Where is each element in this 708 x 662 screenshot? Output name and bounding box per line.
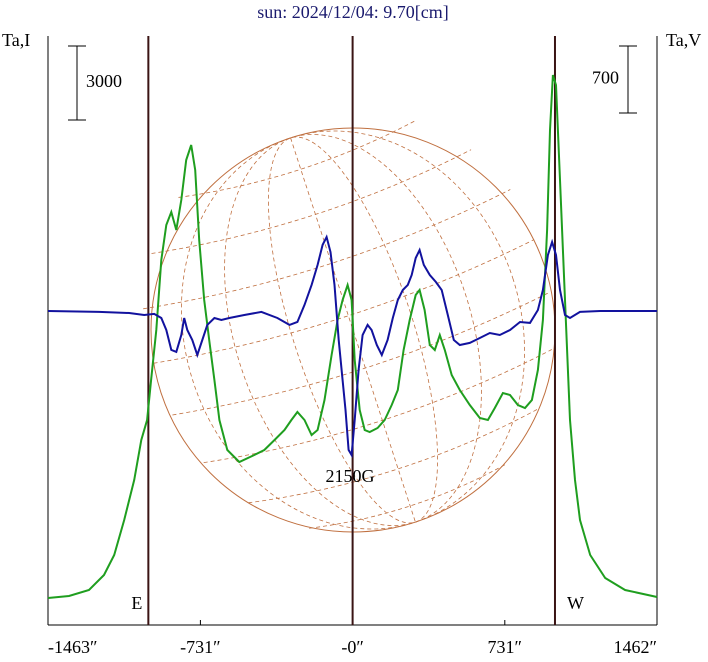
x-tick-label: -0″ <box>341 637 364 657</box>
meridian <box>181 130 525 530</box>
annotation: 2150G <box>326 466 375 486</box>
x-tick-label: -1463″ <box>48 637 98 657</box>
meridian <box>224 134 482 526</box>
y-axis-label: Ta,I <box>2 30 30 50</box>
scale-bar-i-label: 3000 <box>86 71 122 91</box>
x-tick-label: 731″ <box>488 637 523 657</box>
meridian <box>268 136 438 524</box>
sun-grid <box>143 119 552 530</box>
reference-label: W <box>567 593 584 613</box>
scale-bar-v-label: 700 <box>592 68 619 88</box>
parallel <box>143 189 511 310</box>
parallel <box>248 407 540 504</box>
parallel <box>203 349 552 464</box>
x-tick-label: -731″ <box>180 637 221 657</box>
chart-title: sun: 2024/12/04: 9.70[cm] <box>257 2 449 22</box>
parallel <box>151 149 472 254</box>
y2-axis-label: Ta,V <box>666 30 701 50</box>
meridian <box>290 137 416 523</box>
parallel <box>178 119 417 198</box>
series-line <box>47 234 657 459</box>
reference-label: E <box>131 593 142 613</box>
x-tick-label: 1462″ <box>614 637 658 657</box>
parallel <box>172 292 550 416</box>
